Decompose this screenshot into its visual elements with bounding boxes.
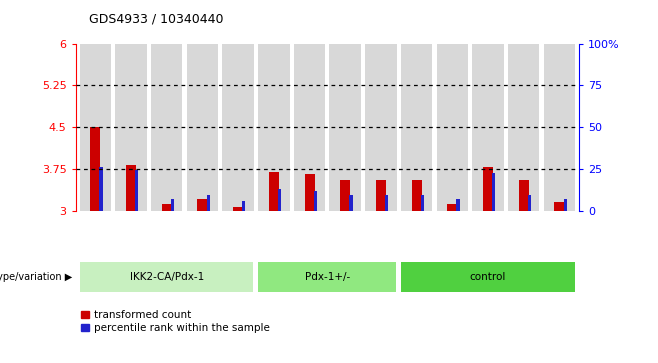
Bar xyxy=(99,167,103,211)
Bar xyxy=(457,199,460,211)
Bar xyxy=(555,202,565,211)
Bar xyxy=(162,204,172,211)
FancyBboxPatch shape xyxy=(80,262,253,291)
Bar xyxy=(492,173,495,211)
Legend: transformed count, percentile rank within the sample: transformed count, percentile rank withi… xyxy=(81,310,270,333)
Bar xyxy=(171,199,174,211)
Bar xyxy=(528,195,531,211)
FancyBboxPatch shape xyxy=(401,262,574,291)
Bar xyxy=(197,199,207,211)
Bar xyxy=(385,195,388,211)
Bar xyxy=(80,44,111,211)
Bar xyxy=(233,207,243,211)
Bar xyxy=(437,44,468,211)
Text: control: control xyxy=(470,272,506,282)
Bar xyxy=(135,171,138,211)
Text: IKK2-CA/Pdx-1: IKK2-CA/Pdx-1 xyxy=(130,272,204,282)
Text: GDS4933 / 10340440: GDS4933 / 10340440 xyxy=(89,12,223,25)
Bar xyxy=(483,167,493,211)
Bar xyxy=(293,44,325,211)
Bar xyxy=(314,191,316,211)
Bar xyxy=(115,44,147,211)
Bar xyxy=(401,44,432,211)
FancyBboxPatch shape xyxy=(259,262,396,291)
Bar xyxy=(187,44,218,211)
Text: genotype/variation ▶: genotype/variation ▶ xyxy=(0,272,72,282)
Bar xyxy=(278,189,281,211)
Bar xyxy=(563,199,567,211)
Bar xyxy=(365,44,397,211)
Bar xyxy=(544,44,575,211)
Bar xyxy=(349,195,353,211)
Bar xyxy=(447,204,457,211)
Bar xyxy=(258,44,290,211)
Bar xyxy=(207,195,210,211)
Bar xyxy=(420,195,424,211)
Bar xyxy=(305,174,315,211)
Bar xyxy=(151,44,182,211)
Bar xyxy=(242,200,245,211)
Bar xyxy=(376,180,386,211)
Bar xyxy=(508,44,540,211)
Bar xyxy=(472,44,504,211)
Bar xyxy=(90,127,100,211)
Bar xyxy=(340,180,350,211)
Bar xyxy=(330,44,361,211)
Bar xyxy=(126,165,136,211)
Bar xyxy=(412,180,422,211)
Bar xyxy=(222,44,254,211)
Bar xyxy=(519,180,528,211)
Text: Pdx-1+/-: Pdx-1+/- xyxy=(305,272,350,282)
Bar xyxy=(269,172,279,211)
